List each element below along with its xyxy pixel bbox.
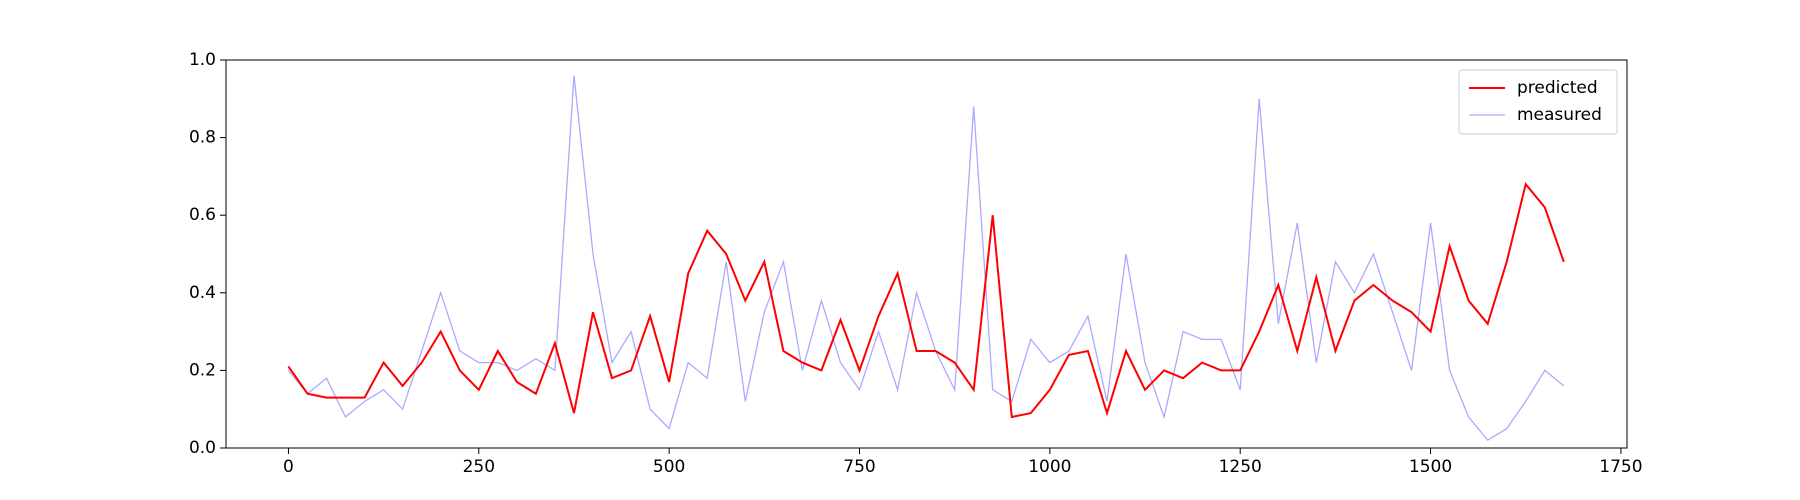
legend-label: measured	[1517, 105, 1602, 125]
legend-label: predicted	[1517, 78, 1598, 98]
legend-box	[1458, 69, 1618, 135]
y-tick-label: 0.4	[189, 283, 216, 303]
x-tick-label: 1250	[1219, 457, 1262, 477]
x-tick-label: 500	[653, 457, 685, 477]
x-tick-label: 250	[463, 457, 495, 477]
x-tick-label: 1500	[1409, 457, 1452, 477]
x-tick-label: 1000	[1028, 457, 1071, 477]
y-tick-label: 1.0	[189, 50, 216, 70]
x-tick-label: 0	[283, 457, 294, 477]
plot-frame	[225, 59, 1628, 449]
x-tick-label: 1750	[1599, 457, 1642, 477]
series-line	[287, 182, 1565, 419]
x-tick-label: 750	[843, 457, 875, 477]
y-tick-label: 0.0	[189, 438, 216, 458]
y-tick-label: 0.2	[189, 360, 216, 380]
y-tick-label: 0.8	[189, 128, 216, 148]
series-line	[287, 75, 1565, 442]
y-tick-label: 0.6	[189, 205, 216, 225]
